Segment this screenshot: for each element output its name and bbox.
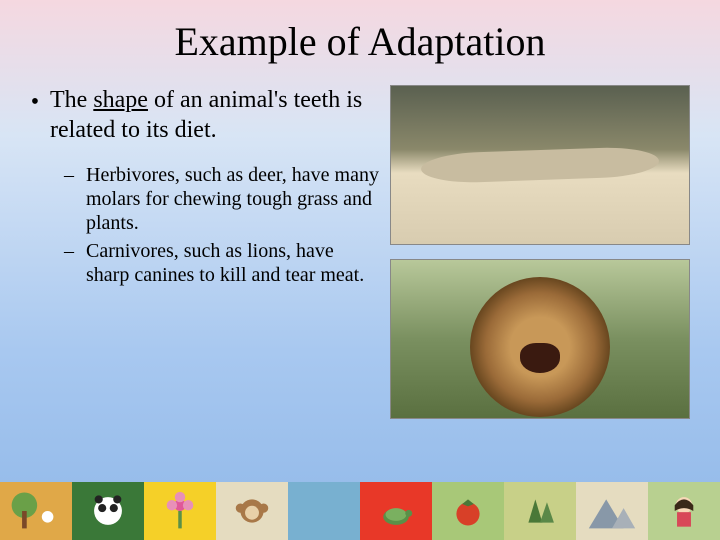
main-bullet: • The shape of an animal's teeth is rela… xyxy=(20,85,380,145)
sub-bullet-text: Carnivores, such as lions, have sharp ca… xyxy=(86,239,380,287)
image-carnivore-lion xyxy=(390,259,690,419)
bullet-prefix: The xyxy=(50,87,93,113)
image-column xyxy=(390,85,700,419)
sub-bullet-text: Herbivores, such as deer, have many mola… xyxy=(86,163,380,235)
sub-bullet-marker: – xyxy=(64,239,86,287)
footer-tile-girl xyxy=(648,482,720,540)
footer-tile-monkey xyxy=(216,482,288,540)
footer-tile-blank xyxy=(288,482,360,540)
footer-tile-mountain xyxy=(576,482,648,540)
footer-tile-tree xyxy=(0,482,72,540)
footer-tile-panda xyxy=(72,482,144,540)
footer-tile-tomato xyxy=(432,482,504,540)
footer-tile-flower xyxy=(144,482,216,540)
sub-bullet: – Herbivores, such as deer, have many mo… xyxy=(64,163,380,235)
sub-bullet: – Carnivores, such as lions, have sharp … xyxy=(64,239,380,287)
bullet-marker: • xyxy=(20,85,50,145)
bullet-emphasis: shape xyxy=(93,87,148,113)
content-area: • The shape of an animal's teeth is rela… xyxy=(0,75,720,419)
main-bullet-text: The shape of an animal's teeth is relate… xyxy=(50,85,380,145)
image-herbivore-teeth xyxy=(390,85,690,245)
footer-illustration-strip xyxy=(0,482,720,540)
sub-bullet-list: – Herbivores, such as deer, have many mo… xyxy=(20,163,380,287)
footer-tile-trees xyxy=(504,482,576,540)
text-column: • The shape of an animal's teeth is rela… xyxy=(20,85,390,419)
sub-bullet-marker: – xyxy=(64,163,86,235)
slide-title: Example of Adaptation xyxy=(0,0,720,75)
lion-graphic xyxy=(470,277,610,417)
footer-tile-turtle xyxy=(360,482,432,540)
